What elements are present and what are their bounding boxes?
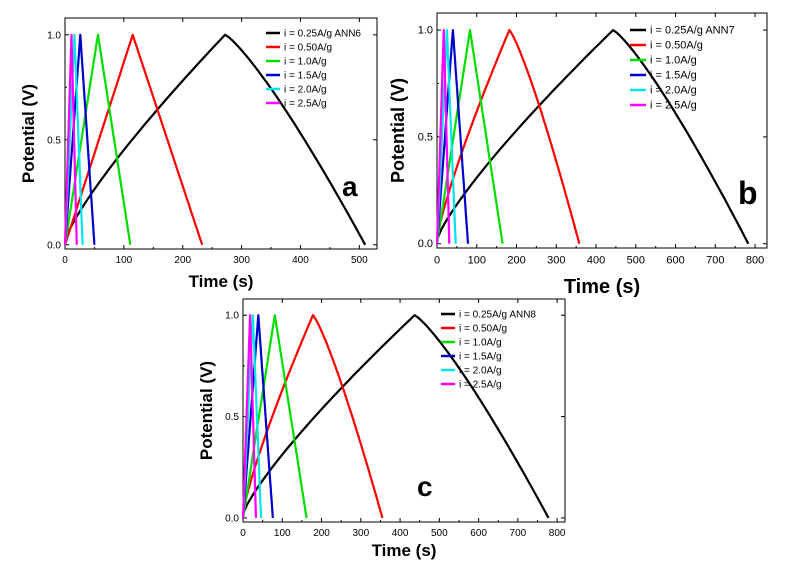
- x-tick-label: 0: [434, 254, 440, 266]
- x-tick-label: 300: [352, 528, 369, 539]
- x-tick-label: 800: [549, 528, 566, 539]
- legend-entry: i = 1.5A/g: [650, 70, 697, 82]
- series-line-5: [63, 33, 78, 245]
- chart-panel-a: 0 100 200 300 400 500 0.0 0.5 1.0 Time (s) Potenti…: [19, 17, 378, 291]
- x-tick-label: 600: [470, 528, 487, 539]
- x-axis-title: Time (s): [372, 541, 437, 560]
- x-tick-label: 0: [240, 528, 246, 539]
- legend-entry: i = 0.50A/g: [650, 40, 703, 52]
- x-tick-label: 500: [351, 255, 368, 266]
- y-tick-label: 0.0: [225, 513, 239, 524]
- panel-letter: c: [417, 471, 433, 502]
- x-tick-label: 400: [587, 254, 605, 266]
- series-line-3: [63, 33, 96, 245]
- legend-entry: i = 2.0A/g: [284, 85, 327, 96]
- series-line-1: [435, 29, 581, 244]
- series-line-1: [241, 314, 384, 519]
- series-line-5: [241, 314, 258, 518]
- legend-entry: i = 0.50A/g: [459, 324, 507, 335]
- y-tick-label: 0.0: [47, 240, 61, 251]
- plot-frame: [242, 298, 566, 523]
- x-tick-label: 500: [431, 528, 448, 539]
- x-tick-label: 200: [507, 254, 525, 266]
- legend: i = 0.25A/g ANN8 i = 0.50A/g i = 1.0A/g i =…: [441, 310, 536, 391]
- series-line-0: [63, 33, 367, 246]
- x-tick-label: 800: [746, 254, 764, 266]
- x-tick-label: 100: [116, 255, 133, 266]
- legend: i = 0.25A/g ANN7 i = 0.50A/g i = 1.0A/g i =…: [630, 25, 735, 112]
- legend-entry: i = 2.0A/g: [459, 366, 502, 377]
- plot-frame: [64, 17, 378, 250]
- x-tick-label: 400: [292, 255, 309, 266]
- x-tick-label: 600: [666, 254, 684, 266]
- y-tick-label: 0.5: [225, 412, 239, 423]
- legend-entry: i = 0.25A/g ANN7: [650, 25, 735, 37]
- legend-entry: i = 1.5A/g: [284, 71, 327, 82]
- y-tick-label: 0.0: [418, 238, 433, 250]
- y-axis-title: Potential (V): [197, 361, 216, 460]
- x-axis-title: Time (s): [189, 272, 254, 291]
- y-tick-label: 1.0: [418, 25, 433, 37]
- x-tick-label: 100: [468, 254, 486, 266]
- y-axis-title: Potential (V): [19, 84, 38, 183]
- chart-panel-c: 0 100 200 300 400 500 600 700 800 0.0 0.5 1.0 Time (…: [197, 298, 566, 560]
- series-line-5: [435, 29, 451, 244]
- x-tick-label: 500: [627, 254, 645, 266]
- y-tick-label: 0.5: [418, 131, 433, 143]
- legend-entry: i = 0.25A/g ANN6: [284, 29, 361, 40]
- y-axis-title: Potential (V): [388, 78, 408, 183]
- series-line-3: [241, 314, 274, 518]
- series-line-3: [435, 29, 470, 244]
- legend-entry: i = 2.5A/g: [650, 100, 697, 112]
- legend-entry: i = 1.5A/g: [459, 352, 502, 363]
- x-tick-label: 200: [174, 255, 191, 266]
- panel-letter: b: [738, 175, 758, 211]
- x-tick-label: 400: [392, 528, 409, 539]
- legend-entry: i = 0.50A/g: [284, 43, 332, 54]
- series-line-1: [63, 33, 204, 246]
- y-tick-label: 1.0: [47, 30, 61, 41]
- legend-entry: i = 2.5A/g: [459, 380, 502, 391]
- x-tick-label: 200: [313, 528, 330, 539]
- legend-entry: i = 2.5A/g: [284, 99, 327, 110]
- x-tick-label: 0: [62, 255, 68, 266]
- x-tick-label: 700: [510, 528, 527, 539]
- legend-entry: i = 0.25A/g ANN8: [459, 310, 536, 321]
- x-tick-label: 700: [706, 254, 724, 266]
- legend-entry: i = 1.0A/g: [459, 338, 502, 349]
- series-line-0: [241, 314, 550, 519]
- series-line-0: [435, 29, 750, 245]
- x-axis-title: Time (s): [564, 276, 640, 298]
- legend-entry: i = 1.0A/g: [650, 55, 697, 67]
- x-tick-label: 300: [233, 255, 250, 266]
- panel-letter: a: [342, 171, 358, 202]
- legend-entry: i = 1.0A/g: [284, 57, 327, 68]
- x-tick-label: 300: [547, 254, 565, 266]
- x-tick-label: 100: [274, 528, 291, 539]
- plot-frame: [436, 12, 768, 249]
- legend: i = 0.25A/g ANN6 i = 0.50A/g i = 1.0A/g i =…: [266, 29, 361, 110]
- legend-entry: i = 2.0A/g: [650, 85, 697, 97]
- y-tick-label: 1.0: [225, 311, 239, 322]
- chart-panel-b: 0 100 200 300 400 500 600 700 800 0.0 0.5 1.0 Time (…: [388, 12, 768, 298]
- y-tick-label: 0.5: [47, 135, 61, 146]
